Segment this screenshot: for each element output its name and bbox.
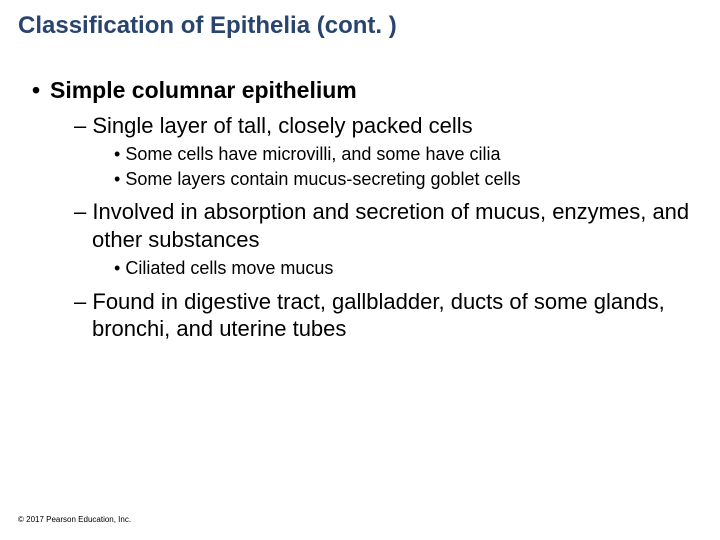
bullet-l2-2-text: Involved in absorption and secretion of … — [92, 199, 689, 252]
slide: Classification of Epithelia (cont. ) •Si… — [0, 0, 720, 540]
dash-marker-icon: – — [74, 289, 86, 314]
bullet-l3-1: • Some cells have microvilli, and some h… — [114, 143, 702, 166]
bullet-l2-1: – Single layer of tall, closely packed c… — [74, 112, 702, 140]
slide-title: Classification of Epithelia (cont. ) — [18, 12, 702, 41]
bullet-l2-2: – Involved in absorption and secretion o… — [74, 198, 702, 253]
bullet-marker-icon: • — [32, 77, 50, 104]
copyright-text: © 2017 Pearson Education, Inc. — [18, 515, 131, 524]
bullet-marker-icon: • — [114, 258, 120, 278]
bullet-marker-icon: • — [114, 169, 120, 189]
bullet-l3-2-text: Some layers contain mucus-secreting gobl… — [125, 169, 520, 189]
dash-marker-icon: – — [74, 199, 86, 224]
bullet-l1-1-text: Simple columnar epithelium — [50, 77, 357, 103]
bullet-l1-1: •Simple columnar epithelium — [32, 77, 702, 104]
bullet-l3-3-text: Ciliated cells move mucus — [125, 258, 333, 278]
bullet-l3-3: • Ciliated cells move mucus — [114, 257, 702, 280]
bullet-l3-2: • Some layers contain mucus-secreting go… — [114, 168, 702, 191]
bullet-l2-3: – Found in digestive tract, gallbladder,… — [74, 288, 702, 343]
bullet-l2-3-text: Found in digestive tract, gallbladder, d… — [92, 289, 665, 342]
bullet-l3-1-text: Some cells have microvilli, and some hav… — [125, 144, 500, 164]
bullet-marker-icon: • — [114, 144, 120, 164]
bullet-l2-1-text: Single layer of tall, closely packed cel… — [92, 113, 472, 138]
dash-marker-icon: – — [74, 113, 86, 138]
